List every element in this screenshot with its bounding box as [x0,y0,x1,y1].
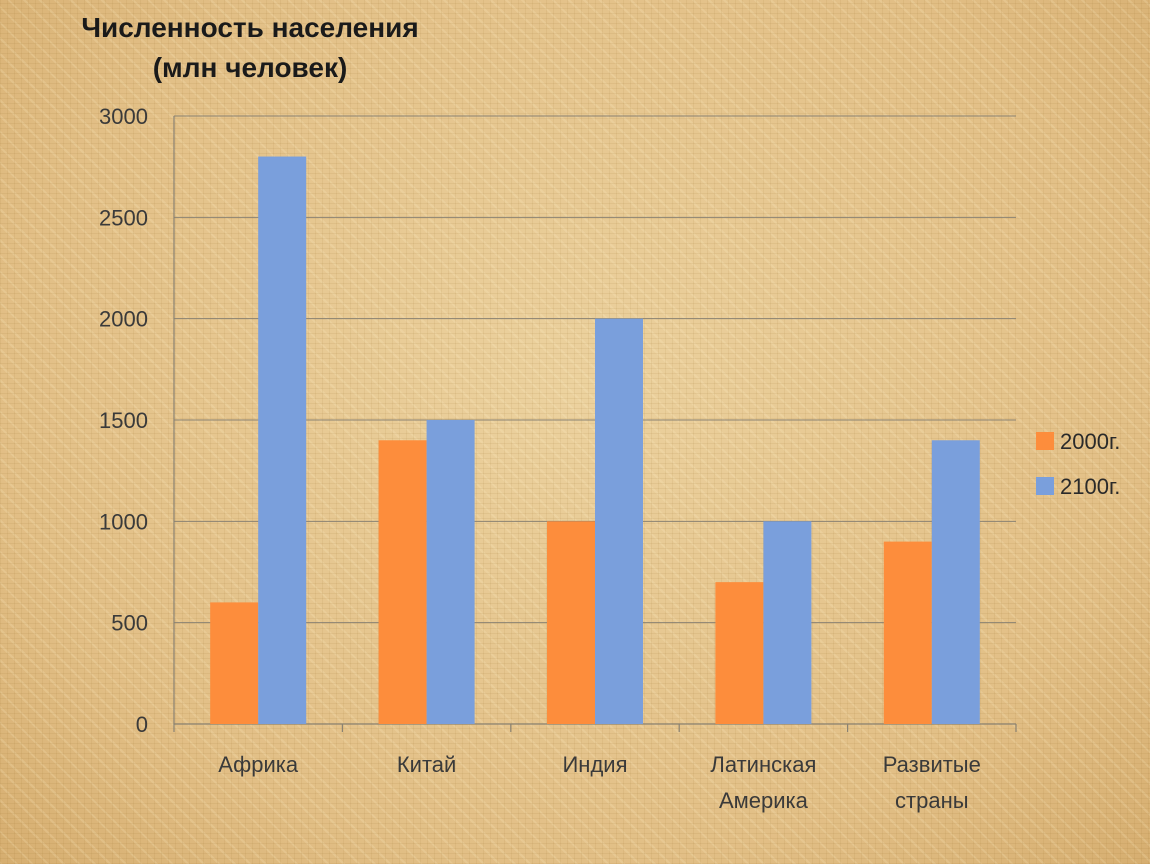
legend-swatch [1036,477,1054,495]
legend-label: 2100г. [1060,474,1120,499]
category-label: Развитые [883,752,981,777]
category-label: Индия [562,752,627,777]
bar-series-2 [763,521,812,724]
y-tick-label: 1000 [99,509,148,534]
bar-series-2 [595,318,643,724]
legend-label: 2000г. [1060,429,1120,454]
chart-title-line-2: (млн человек) [152,52,348,83]
y-tick-label: 2000 [99,307,148,332]
bar-series-2 [258,156,307,725]
category-label: Африка [218,752,299,777]
y-tick-label: 1500 [99,408,148,433]
bar-series-1 [715,582,764,724]
bar-series-1 [547,521,595,724]
legend-swatch [1036,432,1054,450]
category-label: Латинская [710,752,816,777]
y-tick-label: 3000 [99,104,148,129]
chart-title: Численность населения (млн человек) [58,8,442,88]
y-tick-label: 500 [111,611,148,636]
y-tick-label: 2500 [99,205,148,230]
bar-series-1 [883,541,932,724]
bar-series-2 [931,440,980,724]
chart-title-line-1: Численность населения [81,12,419,43]
category-label: Америка [719,788,809,813]
bar-series-1 [210,602,259,724]
category-label: страны [895,788,969,813]
bar-series-1 [378,440,427,724]
y-tick-label: 0 [136,712,148,737]
category-label: Китай [397,752,456,777]
bar-series-2 [426,420,475,724]
